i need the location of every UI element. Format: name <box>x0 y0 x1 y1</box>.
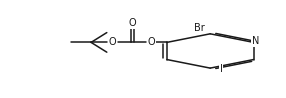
Text: N: N <box>252 36 259 46</box>
Text: O: O <box>147 37 155 47</box>
Text: I: I <box>220 64 223 74</box>
Text: Br: Br <box>194 23 205 33</box>
Text: O: O <box>109 37 116 47</box>
Text: O: O <box>129 18 136 28</box>
